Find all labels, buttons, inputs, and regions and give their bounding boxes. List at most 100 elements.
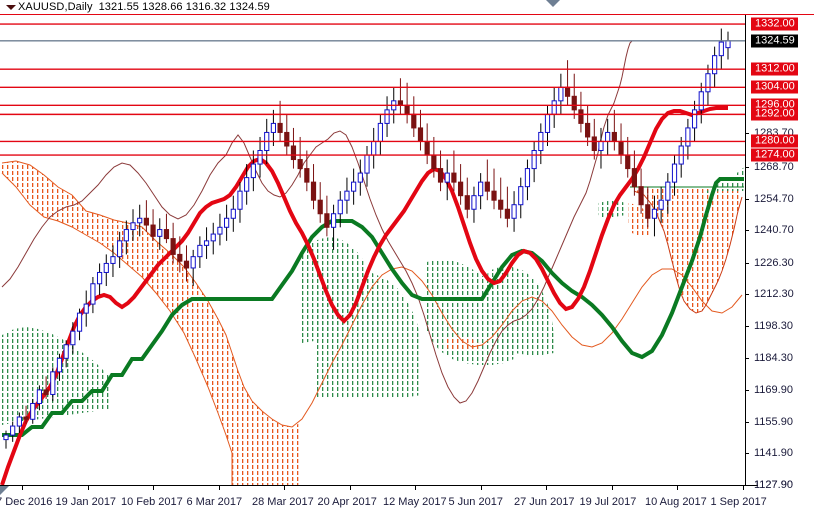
candlestick	[290, 127, 297, 169]
axis-tick	[745, 166, 749, 168]
candlestick	[498, 177, 504, 219]
candlestick	[571, 73, 577, 119]
cloud-bearish-x640	[628, 203, 650, 237]
candlestick	[317, 182, 323, 223]
price-axis-label: 1268.70	[754, 160, 794, 173]
axis-tick	[745, 453, 749, 455]
cloud-bearish-small	[444, 337, 478, 351]
candlestick	[277, 100, 283, 142]
candlestick	[70, 322, 76, 354]
candlestick	[284, 114, 290, 156]
price-axis-label: 1155.90	[754, 415, 793, 428]
candlestick	[518, 177, 524, 219]
time-axis-label: 19 Jul 2017	[579, 496, 637, 508]
candlestick	[504, 186, 510, 228]
candlestick	[137, 204, 143, 237]
kijun-sen-line	[2, 177, 744, 437]
candlestick	[578, 91, 584, 133]
candlestick	[377, 114, 383, 156]
price-axis-label: 1254.70	[754, 192, 794, 205]
price-level-lines	[0, 23, 745, 156]
candlestick	[304, 150, 310, 192]
price-axis-label: 1184.30	[754, 351, 793, 364]
candlestick	[297, 136, 303, 178]
candlestick	[638, 168, 644, 214]
axis-tick	[745, 325, 749, 327]
candlestick	[484, 159, 490, 201]
candlestick	[524, 159, 531, 201]
candlestick	[478, 173, 484, 210]
price-level-label[interactable]: 1274.00	[751, 148, 798, 162]
price-level-label[interactable]: 1292.00	[751, 107, 798, 121]
senkou-forward-a	[633, 190, 743, 314]
candlestick	[130, 209, 136, 241]
candlestick	[665, 173, 671, 214]
candlestick	[170, 222, 176, 264]
candlestick	[337, 191, 343, 228]
time-axis-label: 28 Mar 2017	[252, 496, 314, 508]
cloud-bullish-mid	[316, 271, 422, 397]
candlestick	[110, 245, 116, 277]
price-level-label[interactable]: 1280.00	[751, 134, 798, 148]
current-price-label[interactable]: 1324.59	[751, 34, 798, 48]
price-level-label[interactable]: 1304.00	[751, 80, 798, 94]
axis-tick	[745, 262, 749, 264]
triangle-down-marker-icon[interactable]	[546, 0, 560, 7]
candlestick	[511, 191, 517, 232]
candlestick	[544, 105, 551, 146]
price-plot[interactable]	[0, 15, 745, 485]
ichimoku-cloud-group	[2, 161, 744, 485]
candlestick	[384, 96, 390, 137]
candlestick	[424, 123, 430, 165]
price-axis-label: 1226.30	[754, 256, 794, 269]
candlestick	[330, 204, 337, 250]
scroll-handle-icon[interactable]	[0, 486, 9, 495]
cloud-bullish-right	[484, 267, 554, 355]
time-axis-label: 6 Mar 2017	[186, 496, 243, 508]
time-axis-label: 5 Jun 2017	[448, 496, 503, 508]
header-divider	[0, 14, 814, 15]
time-axis-label: 1 Sep 2017	[710, 496, 767, 508]
time-axis-label: 20 Apr 2017	[317, 496, 377, 508]
price-axis[interactable]: 1268.70 1254.70 1240.70 1226.30 1212.30 1198.…	[745, 15, 814, 491]
candlestick	[96, 263, 103, 296]
candlestick	[538, 123, 544, 165]
time-axis-tick	[22, 485, 23, 490]
candlestick	[397, 78, 404, 115]
candlestick	[103, 254, 109, 287]
axis-tick	[745, 421, 749, 423]
axis-tick	[745, 485, 749, 486]
symbol-and-quotes: XAUUSD,Daily 1321.55 1328.66 1316.32 1324…	[18, 1, 270, 13]
triangle-down-icon[interactable]	[6, 5, 16, 10]
symbol-label: XAUUSD,Daily	[18, 1, 93, 13]
candlestick	[618, 123, 624, 165]
axis-tick	[745, 133, 749, 135]
cloud-bullish-farright	[700, 167, 744, 195]
time-axis-tick	[415, 485, 416, 490]
time-axis-tick	[611, 485, 613, 490]
price-axis-label: 1169.90	[754, 384, 793, 397]
candlestick	[210, 222, 216, 255]
candlestick	[718, 28, 724, 70]
price-level-label[interactable]: 1332.00	[751, 17, 798, 31]
candlestick	[50, 367, 56, 402]
candlestick	[457, 164, 464, 205]
candlestick	[63, 340, 69, 368]
candlestick	[117, 231, 123, 268]
candlestick	[217, 213, 223, 246]
ohlc-quotes: 1321.55 1328.66 1316.32 1324.59	[98, 1, 270, 13]
price-axis-line	[745, 15, 746, 485]
candlestick	[564, 60, 571, 106]
candlestick	[76, 308, 83, 341]
time-axis-tick	[284, 485, 285, 490]
candlestick	[698, 82, 704, 124]
price-level-label[interactable]: 1312.00	[751, 62, 798, 76]
candlestick	[90, 276, 96, 314]
time-axis-tick	[480, 485, 482, 490]
candlestick	[310, 164, 317, 210]
candlestick	[177, 236, 183, 273]
candlestick	[183, 245, 190, 282]
plot-canvas	[0, 23, 745, 485]
candlestick	[371, 127, 377, 169]
